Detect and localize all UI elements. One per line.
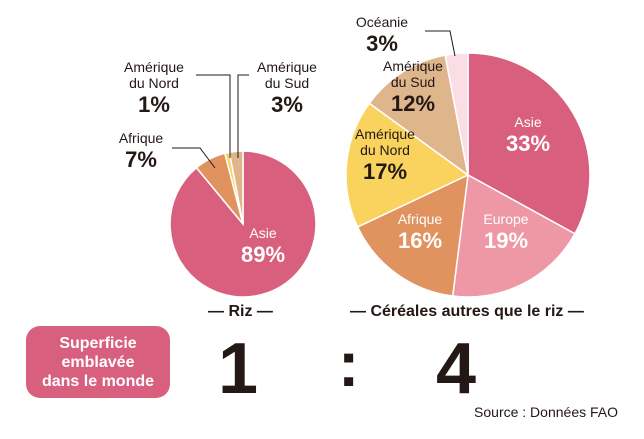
rice-label-amerique-du-sud-percent: 3%	[271, 92, 303, 117]
cereals-label-amerique-du-sud-percent: 12%	[391, 91, 435, 116]
cereals-label-afrique-text: Afrique	[398, 211, 443, 227]
ratio-cereals-value: 4	[436, 329, 477, 409]
cereals-slice-amerique-du-nord	[345, 102, 470, 228]
cereals-label-amerique-du-sud-text: du Sud	[391, 74, 435, 90]
cereals-label-europe-percent: 19%	[484, 228, 528, 253]
rice-pie	[169, 150, 317, 298]
cereals-slice-asie	[467, 52, 591, 235]
rice-leader-amerique-du-nord	[196, 74, 231, 158]
cereals-label-afrique-percent: 16%	[398, 228, 442, 253]
surface-badge: Superficie emblavée dans le monde	[26, 326, 170, 398]
rice-label-amerique-du-nord: Amérique du Nord 1%	[124, 59, 184, 117]
cereals-label-europe: Europe 19%	[483, 211, 528, 253]
cereals-label-amerique-du-nord: Amérique du Nord 17%	[355, 126, 415, 184]
cereals-chart-title: — Céréales autres que le riz —	[350, 303, 584, 320]
rice-label-amerique-du-sud-text: du Sud	[265, 75, 309, 91]
cereals-slice-oceanie	[444, 52, 469, 176]
cereals-label-amerique-du-sud: Amérique du Sud 12%	[383, 58, 443, 116]
cereals-slice-europe	[451, 173, 576, 298]
rice-chart-title: — Riz —	[208, 303, 273, 320]
rice-slice-amerique-du-sud	[228, 150, 244, 225]
rice-slice-asie	[169, 150, 317, 298]
cereals-label-asie-text: Asie	[514, 114, 541, 130]
rice-leader-amerique-du-sud	[237, 74, 249, 158]
cereals-label-amerique-du-nord-percent: 17%	[363, 159, 407, 184]
rice-label-afrique-percent: 7%	[125, 147, 157, 172]
cereals-label-amerique-du-sud-text: Amérique	[383, 58, 443, 74]
cereals-label-oceanie-percent: 3%	[366, 31, 398, 56]
rice-label-afrique-text: Afrique	[119, 130, 164, 146]
rice-label-amerique-du-nord-text: du Nord	[129, 75, 179, 91]
cereals-label-amerique-du-nord-text: Amérique	[355, 126, 415, 142]
ratio-separator: :	[338, 328, 360, 400]
cereals-leader-oceanie	[425, 30, 456, 57]
rice-label-asie: Asie 89%	[241, 225, 285, 267]
surface-badge-label: Superficie emblavée dans le monde	[41, 334, 155, 390]
cereals-label-asie: Asie 33%	[506, 114, 550, 156]
cereals-pie	[345, 52, 591, 298]
rice-label-afrique: Afrique 7%	[119, 130, 164, 172]
ratio-rice-value: 1	[218, 329, 259, 409]
cereals-label-afrique: Afrique 16%	[398, 211, 443, 253]
rice-label-amerique-du-sud-text: Amérique	[257, 59, 317, 75]
cereals-slice-amerique-du-sud	[368, 54, 470, 177]
source-note: Source : Données FAO	[474, 404, 618, 420]
rice-leader-afrique	[172, 147, 216, 169]
cereals-label-oceanie: Océanie 3%	[356, 14, 408, 56]
cereals-label-amerique-du-nord-text: du Nord	[360, 142, 410, 158]
cereals-label-asie-percent: 33%	[506, 131, 550, 156]
cereals-label-oceanie-text: Océanie	[356, 14, 408, 30]
rice-label-asie-text: Asie	[249, 225, 276, 241]
cereals-slice-afrique	[356, 173, 469, 297]
rice-label-amerique-du-nord-percent: 1%	[138, 92, 170, 117]
rice-label-asie-percent: 89%	[241, 242, 285, 267]
cereals-label-europe-text: Europe	[483, 211, 528, 227]
rice-label-amerique-du-nord-text: Amérique	[124, 59, 184, 75]
rice-label-amerique-du-sud: Amérique du Sud 3%	[257, 59, 317, 117]
